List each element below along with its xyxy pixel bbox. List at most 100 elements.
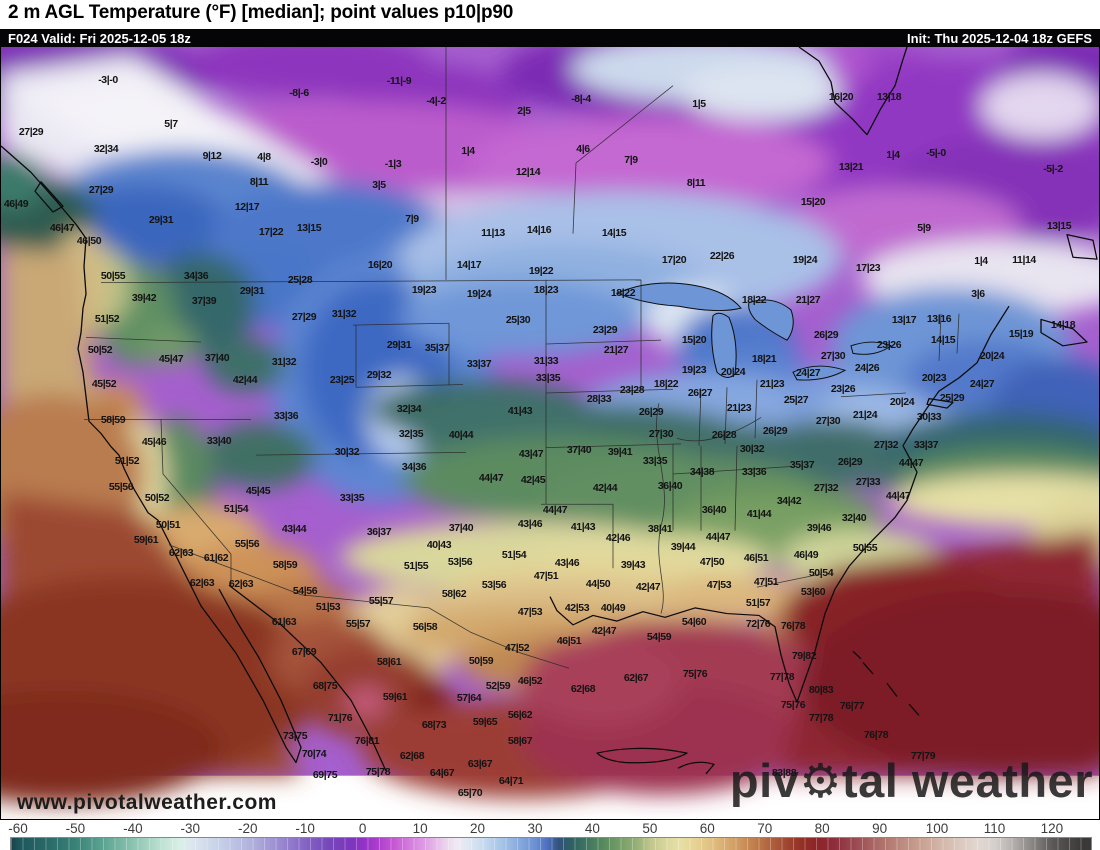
point-value: 30|32: [739, 443, 765, 455]
point-value: 33|36: [741, 466, 767, 478]
point-value: 27|33: [855, 476, 881, 488]
colorbar-tick: 120: [1040, 821, 1064, 836]
point-value: 76|81: [354, 735, 380, 747]
point-value: 50|52: [87, 344, 113, 356]
point-value: 46|52: [517, 675, 543, 687]
point-value: 21|24: [852, 409, 878, 421]
point-value: 43|44: [281, 523, 307, 535]
point-value: 56|62: [507, 709, 533, 721]
point-value: 67|69: [291, 646, 317, 658]
colorbar-tick: -50: [65, 821, 86, 836]
point-value: 47|50: [699, 556, 725, 568]
colorbar-tick: 50: [642, 821, 658, 836]
point-value: 73|75: [282, 730, 308, 742]
colorbar-tick: 30: [527, 821, 543, 836]
point-value: 33|35: [535, 372, 561, 384]
point-value: 51|54: [223, 503, 249, 515]
point-value: 50|59: [468, 655, 494, 667]
point-value: 51|55: [403, 560, 429, 572]
point-value: 76|77: [839, 700, 865, 712]
point-value: 21|27: [795, 294, 821, 306]
point-value: 29|31: [239, 285, 265, 297]
point-value: 42|44: [592, 482, 618, 494]
point-value: 58|61: [376, 656, 402, 668]
point-value: 44|50: [585, 578, 611, 590]
point-value: 58|62: [441, 588, 467, 600]
point-value: 33|35: [339, 492, 365, 504]
colorbar-tick: 80: [814, 821, 830, 836]
point-value: 43|47: [518, 448, 544, 460]
point-value: 27|32: [873, 439, 899, 451]
point-value: 3|5: [372, 179, 386, 191]
point-value: 24|26: [854, 362, 880, 374]
point-value: 29|32: [366, 369, 392, 381]
point-value: 46|51: [743, 552, 769, 564]
point-value: 50|52: [144, 492, 170, 504]
point-value: 39|42: [131, 292, 157, 304]
point-value: 53|56: [481, 579, 507, 591]
point-value: 47|53: [517, 606, 543, 618]
point-value: 42|45: [520, 474, 546, 486]
point-value: 47|52: [504, 642, 530, 654]
point-value: 18|23: [533, 284, 559, 296]
point-value: 34|36: [401, 461, 427, 473]
temperature-map: -3|-0 -11|-9 -8|-6 -4|-2 2|5 -8|-4 1|5 16|20 13|…: [0, 47, 1100, 820]
point-value: 21|23: [759, 378, 785, 390]
point-value: 36|40: [701, 504, 727, 516]
point-value: 62|67: [623, 672, 649, 684]
point-value: 20|24: [720, 366, 746, 378]
colorbar-tick: -40: [123, 821, 143, 836]
point-value: 77|78: [808, 712, 834, 724]
point-value: 76|78: [863, 729, 889, 741]
point-value: 31|32: [331, 308, 357, 320]
point-value: 58|59: [100, 414, 126, 426]
point-value: 27|29: [18, 126, 44, 138]
point-value: 44|47: [478, 472, 504, 484]
point-value: 23|25: [329, 374, 355, 386]
point-value: 55|57: [368, 595, 394, 607]
point-value: 45|45: [245, 485, 271, 497]
point-value: 44|47: [705, 531, 731, 543]
point-value: 39|46: [806, 522, 832, 534]
point-value: 26|29: [762, 425, 788, 437]
point-value: 17|22: [258, 226, 284, 238]
point-value: 38|41: [647, 523, 673, 535]
point-value: 26|27: [687, 387, 713, 399]
point-value: 14|15: [601, 227, 627, 239]
point-value: -4|-2: [426, 95, 446, 107]
point-value: 18|22: [653, 378, 679, 390]
point-value: 14|17: [456, 259, 482, 271]
point-value: -3|0: [310, 156, 328, 168]
point-value: -5|-0: [926, 147, 946, 159]
point-value: 80|83: [808, 684, 834, 696]
point-value: -11|-9: [386, 75, 412, 87]
point-value: 62|63: [228, 578, 254, 590]
point-value: 71|76: [327, 712, 353, 724]
point-value: 57|64: [456, 692, 482, 704]
point-value: 8|11: [249, 176, 269, 188]
colorbar-tick: 10: [412, 821, 428, 836]
point-value: 14|18: [1050, 319, 1076, 331]
great-lakes: [615, 282, 892, 381]
point-value: 15|20: [681, 334, 707, 346]
colorbar-tick: 20: [470, 821, 486, 836]
colorbar-tick: -30: [180, 821, 201, 836]
point-value: 14|16: [526, 224, 552, 236]
colorbar-tick: -60: [8, 821, 28, 836]
point-value: 75|76: [682, 668, 708, 680]
point-value: 1|4: [886, 149, 900, 161]
point-value: 54|59: [646, 631, 672, 643]
point-value: 29|31: [148, 214, 174, 226]
point-value: 33|40: [206, 435, 232, 447]
point-value: 19|23: [411, 284, 437, 296]
point-value: 27|32: [813, 482, 839, 494]
point-value: 54|60: [681, 616, 707, 628]
point-value: 61|62: [203, 552, 229, 564]
point-value: 16|20: [367, 259, 393, 271]
colorbar-tick: 110: [983, 821, 1006, 836]
point-value: 64|67: [429, 767, 455, 779]
point-value: 63|67: [467, 758, 493, 770]
point-value: 21|23: [726, 402, 752, 414]
logo-text-prefix: piv: [729, 754, 800, 807]
colorbar-tick: -20: [237, 821, 258, 836]
